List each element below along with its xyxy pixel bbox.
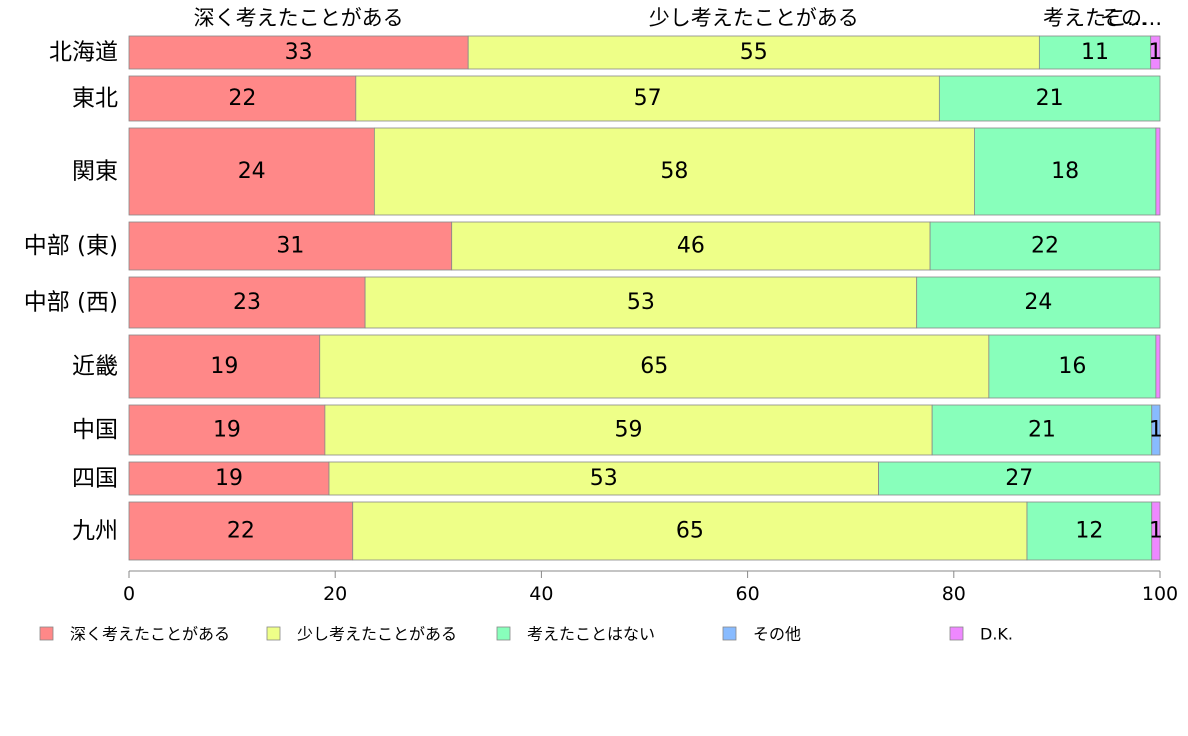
- category-label: 近畿: [72, 354, 118, 380]
- bar-value-label: 1: [1149, 519, 1163, 544]
- category-label: 中国: [72, 417, 118, 443]
- bar-segment: [1155, 127, 1161, 216]
- bar-value-label: 27: [1005, 466, 1033, 491]
- bar-segment: [1151, 404, 1161, 456]
- bar-value-label: 1: [1148, 40, 1162, 65]
- bar-segment: [929, 221, 1161, 271]
- bar-segment: [328, 461, 879, 496]
- bar-value-label: 18: [1051, 159, 1079, 184]
- bar-segment: [364, 276, 918, 329]
- bar-segment: [1150, 35, 1161, 70]
- category-label: 北海道: [49, 40, 118, 66]
- legend-label: その他: [753, 625, 801, 644]
- bar-value-label: 19: [213, 418, 241, 443]
- bar-segment: [878, 461, 1161, 496]
- bar-segment: [373, 127, 975, 216]
- bar-value-label: 24: [1024, 290, 1052, 315]
- column-header-label: 少し考えたことがある: [649, 6, 859, 30]
- x-tick-label: 80: [942, 583, 966, 605]
- bar-value-label: 11: [1081, 40, 1109, 65]
- bar-segment: [931, 404, 1153, 456]
- category-label: 関東: [72, 159, 118, 185]
- bar-segment: [128, 35, 469, 70]
- bar-segment: [355, 75, 940, 122]
- legend-label: 深く考えたことがある: [70, 625, 230, 644]
- bar-segment: [938, 75, 1161, 122]
- bar-value-label: 59: [615, 418, 643, 443]
- bar-value-label: 65: [676, 519, 704, 544]
- bar-segment: [128, 461, 330, 496]
- bar-value-label: 1: [1149, 418, 1163, 443]
- bar-value-label: 12: [1075, 519, 1103, 544]
- x-tick-label: 20: [323, 583, 347, 605]
- column-header-label: その...: [1100, 6, 1162, 30]
- bar-segment: [451, 221, 931, 271]
- bar-segment: [128, 501, 354, 561]
- bar-value-label: 21: [1036, 86, 1064, 111]
- bar-value-label: 22: [1031, 234, 1059, 259]
- legend-label: 考えたことはない: [527, 625, 655, 644]
- bar-value-label: 21: [1028, 418, 1056, 443]
- bar-value-label: 46: [677, 234, 705, 259]
- category-label: 中部 (東): [24, 233, 118, 259]
- bar-segment: [1038, 35, 1152, 70]
- bar-value-label: 22: [227, 519, 255, 544]
- category-label: 九州: [72, 518, 118, 544]
- column-header-label: 深く考えたことがある: [194, 6, 404, 30]
- bar-value-label: 58: [660, 159, 688, 184]
- bar-value-label: 33: [285, 40, 313, 65]
- bar-value-label: 16: [1058, 354, 1086, 379]
- bar-segment: [128, 127, 375, 216]
- bar-segment: [916, 276, 1161, 329]
- legend-label: 少し考えたことがある: [297, 625, 457, 644]
- bar-segment: [352, 501, 1028, 561]
- category-label: 東北: [72, 86, 118, 112]
- bar-value-label: 22: [228, 86, 256, 111]
- bar-segment: [128, 276, 366, 329]
- legend-swatch: [949, 626, 964, 641]
- x-tick-label: 60: [736, 583, 760, 605]
- bar-value-label: 57: [634, 86, 662, 111]
- x-tick-label: 0: [123, 583, 135, 605]
- bar-segment: [974, 127, 1157, 216]
- bar-segment: [988, 334, 1157, 399]
- bar-value-label: 31: [276, 234, 304, 259]
- legend-swatch: [266, 626, 281, 641]
- bar-segment: [467, 35, 1040, 70]
- legend-swatch: [722, 626, 737, 641]
- bar-value-label: 65: [640, 354, 668, 379]
- bar-segment: [128, 404, 326, 456]
- category-label: 中部 (西): [24, 290, 118, 316]
- bar-value-label: 53: [590, 466, 618, 491]
- bar-value-label: 55: [740, 40, 768, 65]
- bar-value-label: 23: [233, 290, 261, 315]
- bar-segment: [1151, 501, 1161, 561]
- bar-segment: [128, 221, 453, 271]
- legend-swatch: [39, 626, 54, 641]
- legend-swatch: [496, 626, 511, 641]
- bar-segment: [1155, 334, 1161, 399]
- bar-value-label: 24: [238, 159, 266, 184]
- bar-value-label: 19: [210, 354, 238, 379]
- x-tick-label: 100: [1142, 583, 1178, 605]
- legend-label: D.K.: [980, 625, 1013, 644]
- x-tick-label: 40: [529, 583, 553, 605]
- bar-value-label: 19: [215, 466, 243, 491]
- column-header-label: 考えたこ...: [1043, 6, 1147, 30]
- bar-value-label: 53: [627, 290, 655, 315]
- category-label: 四国: [72, 466, 118, 492]
